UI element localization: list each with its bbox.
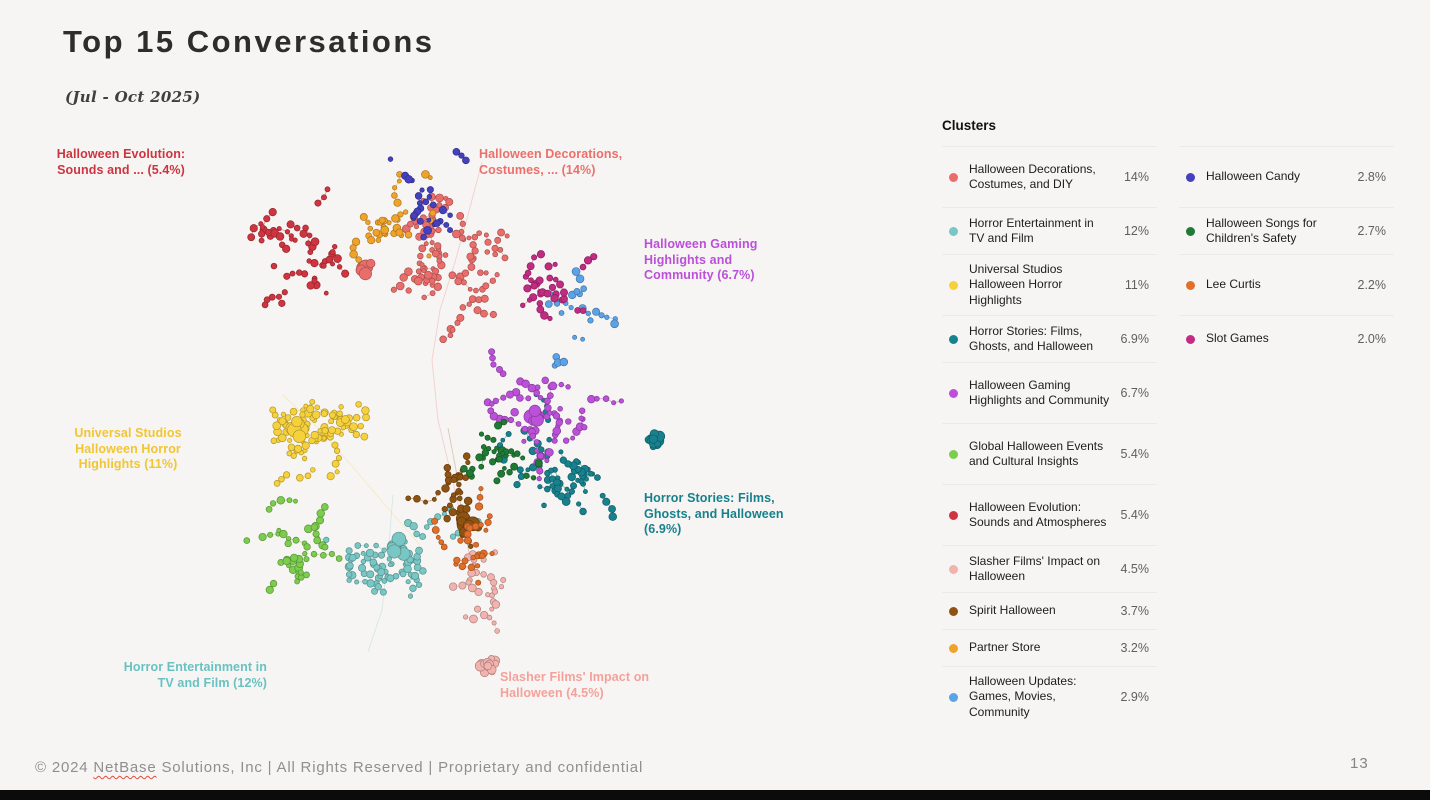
- cluster-annotation: Halloween Decorations, Costumes, ... (14…: [479, 147, 623, 177]
- legend-columns: Halloween Decorations, Costumes, and DIY…: [942, 146, 1394, 727]
- cluster-color-dot: [1186, 280, 1195, 290]
- cluster-pct: 14%: [1123, 170, 1149, 184]
- legend-item: Halloween Updates: Games, Movies, Commun…: [942, 666, 1157, 727]
- legend-item: Halloween Songs for Children's Safety 2.7…: [1179, 207, 1394, 254]
- cluster-pct: 12%: [1123, 224, 1149, 238]
- cluster-pct: 2.2%: [1357, 278, 1387, 292]
- footer-copyright: © 2024 NetBase Solutions, Inc | All Righ…: [35, 759, 643, 776]
- page-title: Top 15 Conversations: [63, 24, 435, 59]
- cluster-pct: 3.2%: [1120, 641, 1150, 655]
- legend-item: Slot Games 2.0%: [1179, 315, 1394, 362]
- cluster-label: Halloween Gaming Highlights and Communit…: [969, 377, 1110, 407]
- bottom-bar: [0, 790, 1430, 800]
- copyright-suffix: Solutions, Inc | All Rights Reserved | P…: [156, 759, 644, 776]
- cluster-pct: 5.4%: [1120, 508, 1150, 522]
- legend-column-1: Halloween Decorations, Costumes, and DIY…: [942, 146, 1157, 727]
- cluster-color-dot: [1186, 334, 1195, 344]
- cluster-label: Global Halloween Events and Cultural Ins…: [969, 438, 1104, 468]
- cluster-label: Horror Stories: Films, Ghosts, and Hallo…: [969, 323, 1094, 353]
- cluster-pct: 3.7%: [1120, 604, 1150, 618]
- cluster-color-dot: [949, 692, 958, 702]
- brand-name: NetBase: [93, 759, 157, 776]
- legend-item: Horror Stories: Films, Ghosts, and Hallo…: [942, 315, 1157, 362]
- cluster-label: Halloween Evolution: Sounds and Atmosphe…: [969, 499, 1107, 529]
- cluster-chart: Halloween Evolution: Sounds and ... (5.4…: [56, 147, 784, 700]
- legend-item: Lee Curtis 2.2%: [1179, 254, 1394, 315]
- cluster-label: Halloween Candy: [1206, 169, 1301, 184]
- cluster-color-dot: [949, 643, 958, 653]
- page-subtitle: (Jul - Oct 2025): [65, 88, 201, 106]
- cluster-label: Universal Studios Halloween Horror Highl…: [969, 261, 1063, 307]
- cluster-color-dot: [949, 172, 958, 182]
- cluster-annotation: Halloween Evolution: Sounds and ... (5.4…: [56, 147, 186, 177]
- cluster-color-dot: [949, 388, 958, 398]
- copyright-prefix: © 2024: [35, 759, 94, 776]
- cluster-label: Lee Curtis: [1206, 277, 1261, 292]
- legend-item: Universal Studios Halloween Horror Highl…: [942, 254, 1157, 315]
- legend-item: Slasher Films' Impact on Halloween 4.5%: [942, 545, 1157, 592]
- cluster-annotation: Halloween Gaming Highlights and Communit…: [644, 237, 758, 283]
- legend-item: Global Halloween Events and Cultural Ins…: [942, 423, 1157, 484]
- cluster-pct: 5.4%: [1120, 447, 1150, 461]
- cluster-label: Halloween Songs for Children's Safety: [1206, 215, 1317, 245]
- cluster-label: Halloween Updates: Games, Movies, Commun…: [969, 673, 1077, 719]
- clusters-legend: Clusters Halloween Decorations, Costumes…: [942, 118, 1394, 727]
- legend-item: Halloween Candy 2.8%: [1179, 146, 1394, 207]
- legend-item: Halloween Gaming Highlights and Communit…: [942, 362, 1157, 423]
- cluster-pct: 6.7%: [1120, 386, 1150, 400]
- page-number: 13: [1350, 755, 1369, 772]
- cluster-label: Horror Entertainment in TV and Film: [969, 215, 1094, 245]
- cluster-pct: 2.0%: [1357, 332, 1387, 346]
- legend-item: Spirit Halloween 3.7%: [942, 592, 1157, 629]
- cluster-pct: 2.8%: [1357, 170, 1387, 184]
- legend-item: Partner Store 3.2%: [942, 629, 1157, 666]
- cluster-pct: 2.7%: [1357, 224, 1387, 238]
- cluster-color-dot: [949, 226, 958, 236]
- cluster-color-dot: [1186, 226, 1195, 236]
- legend-item: Halloween Decorations, Costumes, and DIY…: [942, 146, 1157, 207]
- cluster-color-dot: [949, 449, 958, 459]
- cluster-color-dot: [949, 334, 958, 344]
- cluster-graph: [243, 148, 666, 678]
- cluster-color-dot: [1186, 172, 1195, 182]
- legend-title: Clusters: [942, 118, 997, 133]
- cluster-annotation: Slasher Films' Impact on Halloween (4.5%…: [500, 670, 650, 700]
- cluster-pct: 11%: [1124, 278, 1149, 292]
- cluster-label: Spirit Halloween: [969, 603, 1056, 618]
- cluster-label: Halloween Decorations, Costumes, and DIY: [969, 161, 1096, 191]
- cluster-label: Slot Games: [1206, 331, 1269, 346]
- cluster-label: Partner Store: [969, 640, 1041, 655]
- cluster-annotation: Universal Studios Halloween Horror Highl…: [74, 426, 182, 472]
- cluster-color-dot: [949, 564, 958, 574]
- cluster-pct: 4.5%: [1120, 562, 1150, 576]
- cluster-color-dot: [949, 510, 958, 520]
- cluster-pct: 2.9%: [1120, 690, 1150, 704]
- cluster-label: Slasher Films' Impact on Halloween: [969, 553, 1100, 583]
- cluster-annotation: Horror Stories: Films, Ghosts, and Hallo…: [644, 491, 784, 537]
- cluster-annotation: Horror Entertainment in TV and Film (12%…: [123, 660, 267, 690]
- cluster-pct: 6.9%: [1120, 332, 1150, 346]
- legend-column-2: Halloween Candy 2.8% Halloween Songs for C…: [1179, 146, 1394, 362]
- cluster-color-dot: [949, 280, 958, 290]
- legend-item: Horror Entertainment in TV and Film 12%: [942, 207, 1157, 254]
- cluster-color-dot: [949, 606, 958, 616]
- legend-item: Halloween Evolution: Sounds and Atmosphe…: [942, 484, 1157, 545]
